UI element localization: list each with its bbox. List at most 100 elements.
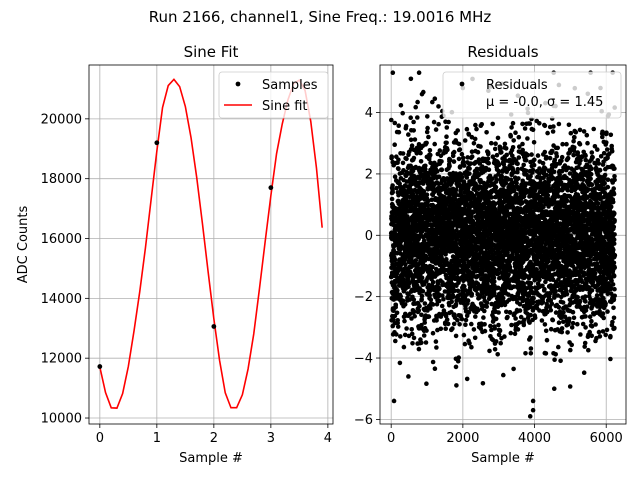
residual-point	[477, 161, 483, 166]
residual-point	[429, 197, 435, 202]
residual-point	[433, 339, 439, 344]
residual-point	[418, 159, 424, 164]
residual-point	[559, 154, 565, 160]
samples-legend-marker	[235, 81, 241, 87]
residual-point	[404, 326, 409, 331]
residual-point	[515, 327, 521, 332]
x-tick-label: 4	[324, 431, 332, 446]
residual-point	[500, 295, 506, 301]
residuals-plot-area	[388, 70, 618, 419]
y-tick-label: 18000	[41, 172, 82, 187]
residual-point	[474, 126, 479, 132]
residual-point	[411, 297, 417, 302]
residual-point	[498, 340, 504, 346]
residual-point	[402, 302, 408, 307]
residual-point	[530, 127, 536, 133]
residual-point	[528, 281, 534, 286]
residual-point	[394, 185, 399, 191]
residual-point	[439, 303, 445, 309]
residual-point	[423, 166, 428, 172]
residual-point	[473, 122, 478, 128]
residual-point	[550, 148, 555, 154]
residual-point	[472, 335, 478, 341]
residual-point	[464, 201, 470, 206]
residual-point	[493, 184, 499, 190]
residual-point	[444, 125, 450, 130]
residual-point	[441, 296, 446, 302]
residual-point	[542, 286, 547, 292]
residual-point	[516, 155, 522, 160]
residual-point	[553, 352, 558, 357]
residual-point	[406, 132, 411, 137]
residual-point	[553, 288, 558, 294]
y-tick-label: 16000	[41, 232, 82, 247]
residual-point	[539, 318, 545, 323]
residual-point	[409, 327, 415, 332]
residual-point	[416, 70, 422, 75]
residual-point	[499, 173, 505, 179]
residual-point	[461, 332, 467, 338]
sine-fit-line	[99, 78, 323, 409]
residual-point	[545, 130, 550, 136]
residual-point	[528, 351, 534, 356]
residual-point	[527, 121, 533, 126]
residual-point	[504, 152, 510, 158]
residual-point	[511, 366, 516, 372]
x-tick-label: 3	[267, 431, 275, 446]
residual-point	[546, 258, 551, 264]
residual-point	[480, 381, 486, 386]
residual-point	[559, 326, 565, 331]
residual-point	[460, 155, 466, 161]
residual-point	[528, 335, 533, 340]
residual-point	[419, 340, 424, 346]
residual-point	[430, 302, 436, 307]
residual-point	[459, 151, 465, 157]
residual-point	[404, 179, 410, 184]
residual-point	[552, 357, 557, 363]
residual-point	[392, 142, 398, 147]
residual-point	[443, 326, 449, 332]
residual-point	[482, 328, 488, 334]
residual-point	[484, 300, 490, 306]
residual-point	[438, 326, 444, 332]
residual-point	[389, 117, 394, 123]
residual-point	[416, 308, 422, 313]
residual-point	[503, 146, 509, 151]
residual-point	[417, 303, 422, 309]
residual-point	[515, 161, 520, 167]
residual-point	[496, 322, 501, 328]
residual-point	[482, 322, 487, 327]
residual-point	[428, 297, 434, 303]
residual-point	[401, 277, 406, 282]
residual-point	[512, 331, 518, 337]
residual-point	[484, 130, 489, 135]
residual-point	[535, 153, 541, 158]
y-tick-label: 20000	[41, 112, 82, 127]
residual-point	[505, 314, 510, 320]
residual-point	[555, 145, 560, 151]
residual-point	[447, 157, 453, 163]
residual-point	[453, 193, 459, 198]
residual-point	[453, 302, 459, 307]
residual-point	[467, 171, 472, 176]
residual-point	[409, 143, 415, 148]
residual-point	[420, 289, 426, 294]
residual-point	[401, 344, 407, 350]
residual-point	[428, 306, 433, 311]
residual-point	[455, 128, 461, 133]
sine-fit-ylabel: ADC Counts	[16, 206, 31, 284]
residual-point	[471, 209, 476, 215]
residual-point	[423, 340, 429, 345]
residual-point	[516, 134, 522, 140]
residual-point	[495, 135, 501, 141]
residual-point	[425, 114, 430, 119]
residual-point	[493, 141, 498, 146]
residual-point	[419, 275, 425, 281]
residual-point	[466, 132, 472, 137]
residual-point	[454, 187, 459, 192]
residual-point	[428, 160, 433, 166]
residual-point	[419, 293, 425, 299]
residual-point	[426, 134, 431, 140]
sample-point	[97, 364, 103, 369]
residual-point	[396, 129, 402, 135]
